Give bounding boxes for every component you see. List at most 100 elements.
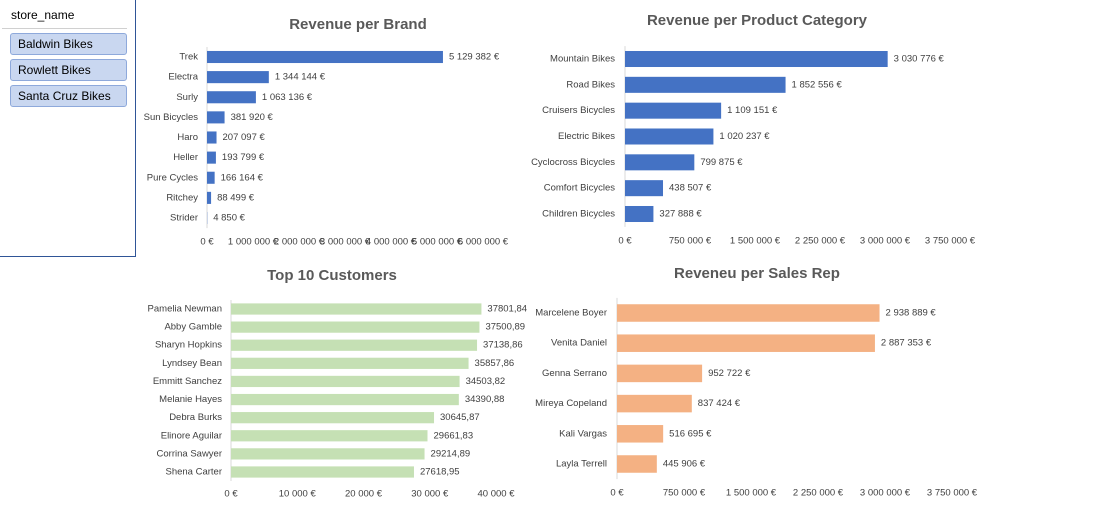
bar (617, 364, 703, 383)
x-tick-label: 0 € (200, 237, 214, 248)
data-label: 29661,83 (434, 430, 474, 441)
data-label: 445 906 € (663, 459, 706, 470)
y-tick-label: Haro (177, 132, 198, 143)
bar (231, 357, 469, 369)
y-tick-label: Strider (170, 213, 198, 224)
chart-title: Revenue per Brand (289, 16, 427, 33)
x-tick-label: 2 000 000 € (274, 237, 325, 248)
bar (617, 304, 880, 322)
x-tick-label: 0 € (224, 489, 238, 500)
chart-title: Reveneu per Sales Rep (674, 265, 840, 282)
slicer-item[interactable]: Santa Cruz Bikes (10, 85, 127, 107)
data-label: 516 695 € (669, 428, 712, 439)
x-tick-label: 1 500 000 € (726, 488, 777, 499)
y-tick-label: Sharyn Hopkins (155, 340, 222, 351)
y-tick-label: Venita Daniel (551, 338, 607, 349)
data-label: 37500,89 (485, 322, 525, 333)
bar (625, 102, 722, 119)
y-tick-label: Mountain Bikes (550, 54, 615, 65)
x-tick-label: 750 000 € (663, 488, 706, 499)
bar (231, 430, 428, 442)
bar (625, 205, 654, 223)
x-tick-label: 1 500 000 € (730, 236, 781, 247)
x-tick-label: 3 000 000 € (860, 236, 911, 247)
data-label: 327 888 € (659, 209, 702, 220)
bar (625, 76, 786, 93)
data-label: 34390,88 (465, 394, 505, 405)
data-label: 2 887 353 € (881, 338, 932, 349)
x-tick-label: 4 000 000 € (366, 237, 417, 248)
y-tick-label: Genna Serrano (542, 368, 607, 379)
bar (231, 393, 459, 406)
x-tick-label: 6 000 000 € (458, 237, 509, 248)
x-tick-label: 3 000 000 € (320, 237, 371, 248)
bar (231, 448, 425, 460)
data-label: 193 799 € (222, 152, 265, 163)
data-label: 35857,86 (475, 358, 515, 369)
data-label: 34503,82 (466, 376, 506, 387)
y-tick-label: Trek (179, 52, 198, 63)
x-tick-label: 2 250 000 € (795, 236, 846, 247)
bar (625, 180, 664, 197)
y-tick-label: Cyclocross Bicycles (531, 157, 615, 168)
y-tick-label: Shena Carter (165, 467, 222, 478)
y-tick-label: Emmitt Sanchez (153, 376, 222, 387)
x-tick-label: 30 000 € (411, 489, 449, 500)
y-tick-label: Electric Bikes (558, 131, 615, 142)
slicer-item[interactable]: Rowlett Bikes (10, 59, 127, 81)
data-label: 799 875 € (700, 157, 743, 168)
y-tick-label: Melanie Hayes (159, 394, 222, 405)
slicer-title: store_name (2, 0, 127, 29)
y-tick-label: Elinore Aguilar (161, 430, 222, 441)
y-tick-label: Debra Burks (169, 412, 222, 423)
y-tick-label: Sun Bicycles (144, 112, 199, 123)
x-tick-label: 3 750 000 € (927, 488, 978, 499)
bar (617, 455, 657, 473)
x-tick-label: 1 000 000 € (228, 237, 279, 248)
y-tick-label: Cruisers Bicycles (542, 105, 615, 116)
bar (625, 154, 695, 171)
x-tick-label: 3 750 000 € (925, 236, 976, 247)
y-tick-label: Children Bicycles (542, 209, 615, 220)
bar (207, 171, 215, 184)
bar (207, 131, 217, 144)
x-tick-label: 10 000 € (279, 489, 317, 500)
chart-title: Top 10 Customers (267, 267, 397, 284)
data-label: 1 020 237 € (719, 131, 770, 142)
y-tick-label: Comfort Bicycles (544, 183, 616, 194)
bar (231, 375, 460, 388)
data-label: 5 129 382 € (449, 52, 500, 63)
y-tick-label: Marcelene Boyer (535, 308, 607, 319)
data-label: 4 850 € (213, 213, 245, 224)
data-label: 2 938 889 € (886, 308, 937, 319)
x-tick-label: 3 000 000 € (860, 488, 911, 499)
y-tick-label: Corrina Sawyer (157, 448, 222, 459)
y-tick-label: Lyndsey Bean (162, 358, 222, 369)
chart-title: Revenue per Product Category (647, 12, 868, 29)
data-label: 88 499 € (217, 192, 255, 203)
data-label: 1 852 556 € (792, 79, 843, 90)
x-tick-label: 20 000 € (345, 489, 383, 500)
slicer-item[interactable]: Baldwin Bikes (10, 33, 127, 55)
bar (207, 71, 269, 84)
x-tick-label: 0 € (610, 488, 624, 499)
data-label: 37138,86 (483, 340, 523, 351)
bar (625, 128, 714, 145)
bar (231, 412, 435, 424)
y-tick-label: Abby Gamble (164, 322, 222, 333)
bar (231, 339, 478, 351)
x-tick-label: 5 000 000 € (412, 237, 463, 248)
y-tick-label: Heller (173, 152, 198, 163)
data-label: 29214,89 (431, 448, 471, 459)
x-tick-label: 40 000 € (478, 489, 516, 500)
bar (207, 191, 212, 204)
y-tick-label: Pure Cycles (147, 172, 198, 183)
y-tick-label: Layla Terrell (556, 459, 607, 470)
data-label: 166 164 € (221, 172, 264, 183)
y-tick-label: Mireya Copeland (535, 398, 607, 409)
bar (617, 394, 692, 413)
y-tick-label: Road Bikes (566, 79, 615, 90)
x-tick-label: 2 250 000 € (793, 488, 844, 499)
data-label: 27618,95 (420, 467, 460, 478)
data-label: 438 507 € (669, 183, 712, 194)
